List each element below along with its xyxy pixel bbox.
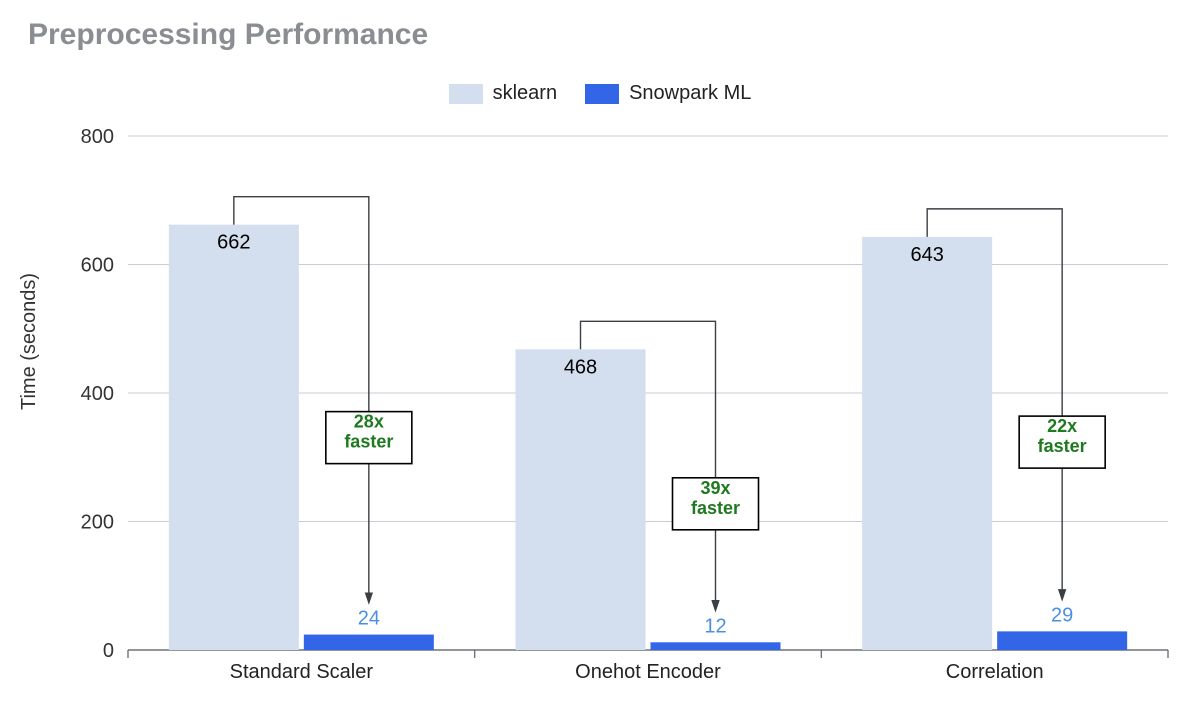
bar-snowpark [997, 631, 1127, 650]
y-tick-label: 200 [81, 512, 114, 534]
y-tick-label: 600 [81, 255, 114, 277]
bar-sklearn [862, 237, 992, 650]
x-category-label: Onehot Encoder [575, 661, 721, 683]
bar-value-snowpark: 12 [704, 615, 726, 637]
bar-value-sklearn: 643 [910, 244, 943, 266]
y-tick-label: 800 [81, 126, 114, 148]
bar-value-snowpark: 24 [358, 608, 380, 630]
speedup-callout-text: faster [344, 432, 393, 452]
x-category-label: Correlation [946, 661, 1044, 683]
speedup-callout-text: faster [691, 498, 740, 518]
bar-sklearn [169, 225, 299, 650]
speedup-callout-text: 28x [354, 412, 384, 432]
y-tick-label: 400 [81, 383, 114, 405]
bar-snowpark [304, 635, 434, 650]
bar-snowpark [651, 642, 781, 650]
bar-value-snowpark: 29 [1051, 604, 1073, 626]
speedup-callout-text: 39x [700, 478, 730, 498]
chart-svg: 020040060080066224Standard Scaler28xfast… [0, 0, 1200, 718]
bar-sklearn [516, 349, 646, 650]
chart-container: Preprocessing Performance sklearn Snowpa… [0, 0, 1200, 718]
speedup-callout-text: 22x [1047, 416, 1077, 436]
bar-value-sklearn: 468 [564, 356, 597, 378]
bar-value-sklearn: 662 [217, 232, 250, 254]
speedup-callout-text: faster [1038, 436, 1087, 456]
x-category-label: Standard Scaler [230, 661, 374, 683]
y-tick-label: 0 [103, 640, 114, 662]
